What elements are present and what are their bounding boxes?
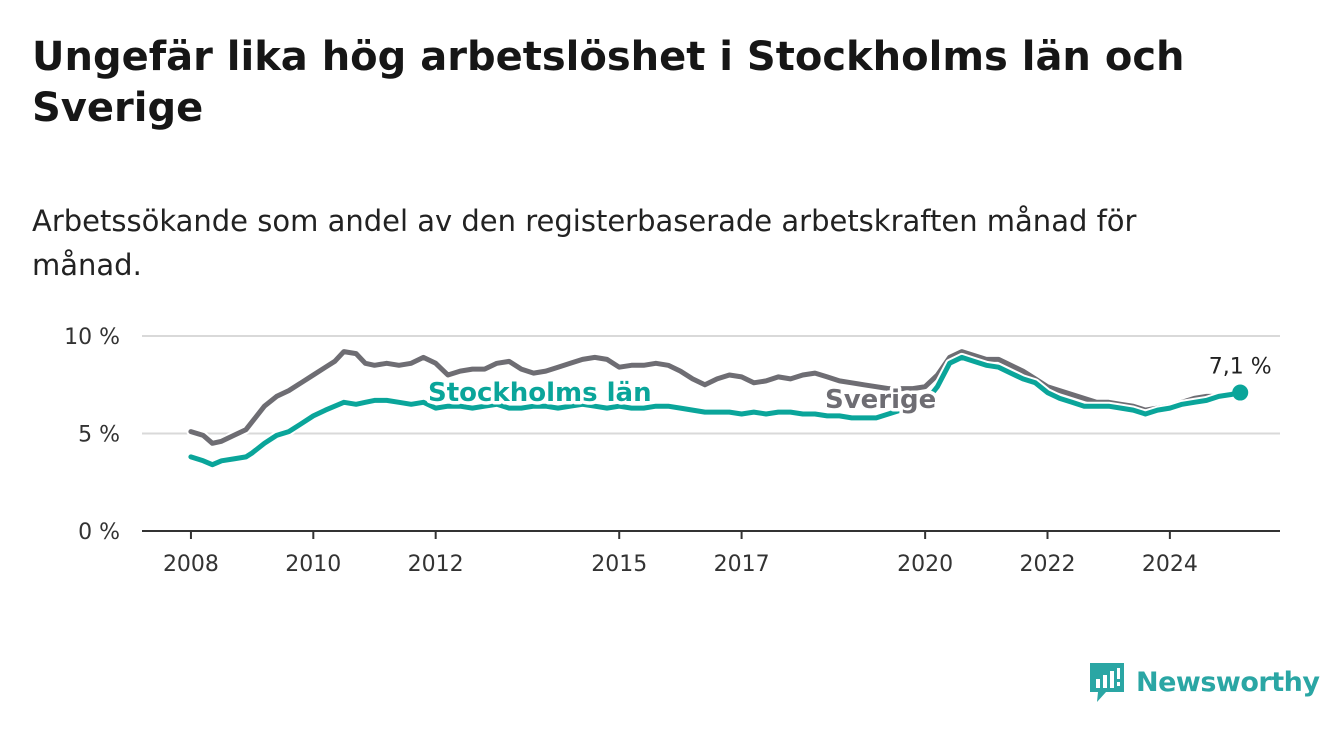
series-line-sverige <box>188 349 1243 446</box>
y-tick-label: 0 % <box>78 520 120 545</box>
chart-title: Ungefär lika hög arbetslöshet i Stockhol… <box>32 34 1185 131</box>
x-tick-label: 2012 <box>408 552 464 577</box>
newsworthy-brand[interactable]: Newsworthy <box>1088 660 1320 704</box>
x-tick-label: 2015 <box>591 552 647 577</box>
end-point-marker <box>1232 384 1249 401</box>
y-tick-label: 10 % <box>64 325 120 350</box>
x-tick-label: 2010 <box>285 552 341 577</box>
x-axis: 2008 2010 2012 2015 2017 2020 2022 2024 <box>142 530 1280 577</box>
series-label-sverige: Sverige <box>825 385 936 415</box>
series-lines <box>186 347 1245 470</box>
series-line-stockholm <box>188 354 1243 468</box>
end-value-label: 7,1 % <box>1209 355 1272 380</box>
series-label-stockholm: Stockholms län <box>428 378 652 408</box>
line-chart: 2008 2010 2012 2015 2017 2020 2022 2024 0 % 5 % 1… <box>64 325 1280 577</box>
y-tick-label: 5 % <box>78 423 120 448</box>
y-axis: 0 % 5 % 10 % <box>64 325 120 545</box>
x-tick-label: 2024 <box>1142 552 1198 577</box>
x-tick-label: 2017 <box>714 552 770 577</box>
y-gridlines <box>142 335 1280 435</box>
x-tick-label: 2020 <box>897 552 953 577</box>
x-tick-label: 2008 <box>163 552 219 577</box>
chart-subtitle: Arbetssökande som andel av den registerb… <box>32 204 1137 282</box>
x-tick-label: 2022 <box>1020 552 1076 577</box>
brand-name: Newsworthy <box>1136 666 1320 698</box>
newsworthy-logo-icon <box>1090 663 1124 702</box>
